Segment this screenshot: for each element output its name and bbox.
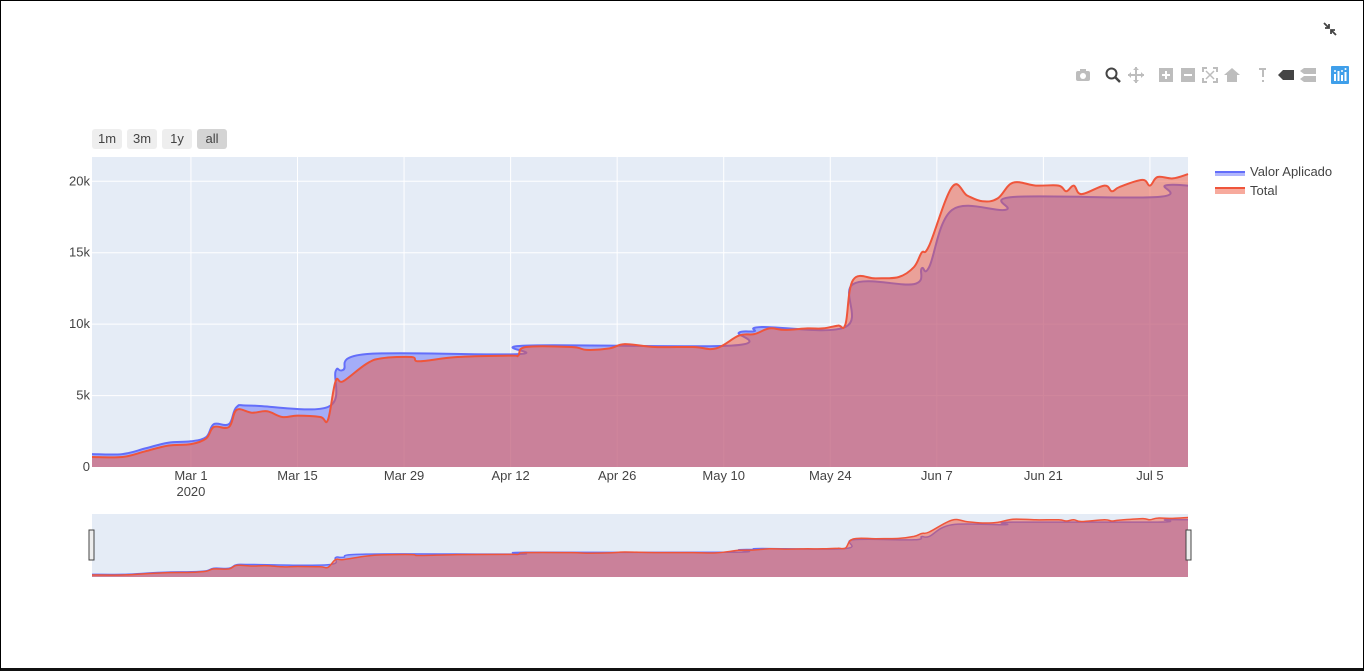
spike-lines-icon[interactable] [1253, 66, 1271, 84]
y-tick-label: 20k [69, 173, 90, 188]
legend-item-total[interactable]: Total [1215, 183, 1278, 198]
legend: Valor Aplicado Total [1215, 164, 1332, 198]
y-tick-label: 10k [69, 316, 90, 331]
x-tick-label: Jul 5 [1136, 468, 1163, 483]
x-tick-year-label: 2020 [176, 484, 205, 499]
main-area-total [92, 174, 1188, 467]
legend-swatch-total [1215, 188, 1245, 194]
y-tick-label: 15k [69, 245, 90, 260]
mini-area-total [92, 517, 1188, 577]
range-button-1m[interactable]: 1m [92, 129, 122, 149]
hover-closest-icon[interactable] [1277, 66, 1295, 84]
zoom-icon[interactable] [1104, 66, 1122, 84]
y-tick-label: 0 [83, 459, 90, 474]
series-areas [91, 173, 1189, 467]
range-slider-right-handle[interactable] [1185, 529, 1192, 561]
zoom-out-icon[interactable] [1179, 66, 1197, 84]
x-tick-label: Apr 26 [598, 468, 636, 483]
mini-line-total[interactable] [91, 516, 1189, 576]
x-tick-label: Jun 21 [1024, 468, 1063, 483]
legend-item-valor-aplicado[interactable]: Valor Aplicado [1215, 164, 1332, 179]
x-tick-label: Apr 12 [491, 468, 529, 483]
y-tick-label: 5k [76, 388, 90, 403]
x-tick-label: May 24 [809, 468, 852, 483]
range-slider[interactable] [88, 514, 1192, 577]
range-slider-series [91, 516, 1189, 577]
range-button-all[interactable]: all [197, 129, 227, 149]
x-tick-label: Mar 1 [174, 468, 207, 483]
range-button-1y[interactable]: 1y [162, 129, 192, 149]
y-tick-labels: 0 5k 10k 15k 20k [69, 173, 90, 474]
legend-label-valor-aplicado: Valor Aplicado [1250, 164, 1332, 179]
collapse-fullscreen-icon[interactable] [1321, 20, 1339, 38]
pan-icon[interactable] [1127, 66, 1145, 84]
reset-axes-home-icon[interactable] [1223, 66, 1241, 84]
autoscale-icon[interactable] [1201, 66, 1219, 84]
legend-label-total: Total [1250, 183, 1278, 198]
range-button-3m[interactable]: 3m [127, 129, 157, 149]
range-slider-left-handle[interactable] [88, 529, 95, 561]
x-tick-label: Jun 7 [921, 468, 953, 483]
main-line-total[interactable] [91, 173, 1189, 459]
zoom-in-icon[interactable] [1157, 66, 1175, 84]
x-tick-label: May 10 [702, 468, 745, 483]
hover-compare-icon[interactable] [1299, 66, 1317, 84]
x-tick-label: Mar 29 [384, 468, 424, 483]
camera-icon[interactable] [1074, 66, 1092, 84]
plotly-logo-icon[interactable] [1331, 66, 1349, 84]
x-tick-label: Mar 15 [277, 468, 317, 483]
